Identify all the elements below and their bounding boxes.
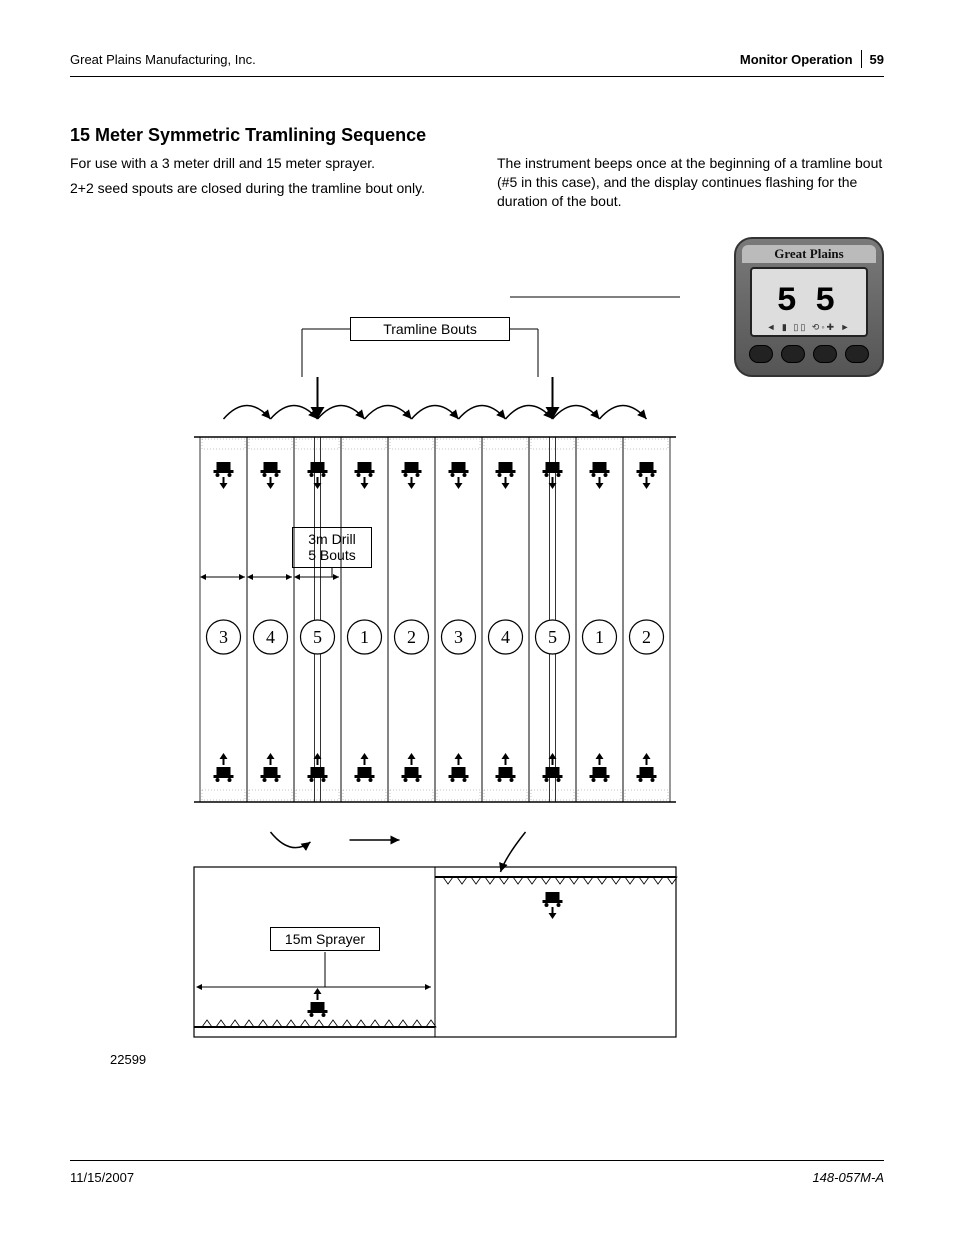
footer-doc: 148-057M-A — [812, 1170, 884, 1185]
svg-text:4: 4 — [501, 627, 510, 647]
page-footer: 11/15/2007 148-057M-A — [70, 1164, 884, 1185]
svg-text:5: 5 — [313, 627, 322, 647]
page-header: Great Plains Manufacturing, Inc. Monitor… — [70, 50, 884, 74]
page-number: 59 — [870, 52, 884, 67]
right-column: The instrument beeps once at the beginni… — [497, 154, 884, 217]
svg-text:4: 4 — [266, 627, 275, 647]
svg-text:5: 5 — [548, 627, 557, 647]
body-p2: 2+2 seed spouts are closed during the tr… — [70, 179, 457, 198]
body-p3: The instrument beeps once at the beginni… — [497, 154, 884, 211]
header-separator — [861, 50, 862, 68]
svg-text:3: 3 — [454, 627, 463, 647]
monitor-btn-2 — [781, 345, 805, 363]
svg-text:2: 2 — [642, 627, 651, 647]
svg-text:3: 3 — [219, 627, 228, 647]
page-title: 15 Meter Symmetric Tramlining Sequence — [70, 125, 884, 146]
left-column: For use with a 3 meter drill and 15 mete… — [70, 154, 457, 217]
monitor-btn-4 — [845, 345, 869, 363]
header-rule — [70, 76, 884, 77]
monitor-digit-left: 5 — [777, 283, 815, 321]
figure: Great Plains 55 ◄ ▮ ▯▯ ⟲◦✚ ► Tramline Bo… — [70, 237, 884, 1067]
svg-text:2: 2 — [407, 627, 416, 647]
company-name: Great Plains Manufacturing, Inc. — [70, 52, 256, 67]
monitor-btn-3 — [813, 345, 837, 363]
footer-rule — [70, 1160, 884, 1161]
monitor-icons: ◄ ▮ ▯▯ ⟲◦✚ ► — [767, 322, 852, 333]
svg-text:1: 1 — [360, 627, 369, 647]
diagram-svg: 3 4 5 1 2 3 4 5 1 2 — [70, 237, 770, 1057]
section-name: Monitor Operation — [740, 52, 853, 67]
body-p1: For use with a 3 meter drill and 15 mete… — [70, 154, 457, 173]
svg-text:1: 1 — [595, 627, 604, 647]
figure-number: 22599 — [110, 1052, 146, 1067]
footer-date: 11/15/2007 — [70, 1170, 134, 1185]
monitor-digit-right: 5 — [815, 283, 853, 321]
